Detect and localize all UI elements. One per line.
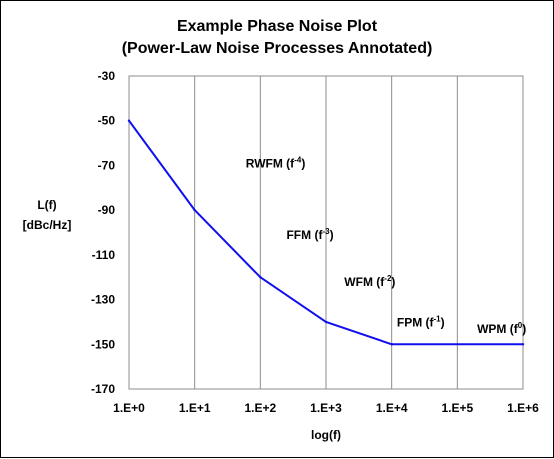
- annotation-tail: ): [522, 322, 526, 336]
- y-tick-labels: -30 -50 -70 -90 -110 -130 -150 -170: [91, 69, 115, 396]
- y-axis-title-line1: L(f): [37, 198, 56, 212]
- y-tick-label: -90: [98, 203, 116, 217]
- x-tick-label: 1.E+2: [244, 401, 276, 415]
- annotation-base: FFM (f: [286, 228, 323, 242]
- data-point: [193, 208, 196, 212]
- annotation-base: WFM (f: [344, 275, 385, 289]
- x-tick-label: 1.E+4: [376, 401, 408, 415]
- annotation-label: FPM (f-1): [397, 314, 445, 329]
- plot-area-border: [128, 75, 524, 390]
- annotation-tail: ): [391, 275, 395, 289]
- chart-title-line2: (Power-Law Noise Processes Annotated): [122, 40, 433, 57]
- y-tick-label: -110: [92, 248, 116, 262]
- annotation-label: FFM (f-3): [286, 227, 333, 242]
- x-axis-title: log(f): [311, 428, 341, 442]
- chart-title-line1: Example Phase Noise Plot: [177, 18, 378, 35]
- x-tick-label: 1.E+1: [179, 401, 211, 415]
- annotation-label: WPM (f0): [477, 321, 526, 336]
- annotation-label: WFM (f-2): [344, 274, 395, 289]
- data-point: [324, 320, 328, 324]
- y-axis-title-line2: [dBc/Hz]: [23, 218, 72, 232]
- annotation-base: RWFM (f: [246, 157, 295, 171]
- annotation-exponent: -4: [294, 156, 302, 165]
- data-point: [390, 343, 393, 346]
- y-tick-label: -50: [98, 114, 116, 128]
- x-tick-labels: 1.E+0 1.E+1 1.E+2 1.E+3 1.E+4 1.E+5 1.E+6: [113, 401, 539, 415]
- annotation-exponent: -3: [322, 227, 330, 236]
- data-point: [521, 343, 525, 346]
- y-tick-label: -70: [98, 158, 116, 172]
- annotation-tail: ): [330, 228, 334, 242]
- x-tick-label: 1.E+6: [507, 401, 539, 415]
- grid-lines: [194, 76, 458, 389]
- annotation-tail: ): [301, 157, 305, 171]
- data-point: [259, 276, 262, 279]
- annotation-base: WPM (f: [477, 322, 519, 336]
- series-layer: [127, 119, 525, 346]
- annotation-tail: ): [441, 315, 445, 329]
- annotation-exponent: -2: [384, 274, 392, 283]
- data-point: [127, 119, 131, 122]
- annotation-label: RWFM (f-4): [246, 156, 306, 171]
- x-tick-label: 1.E+3: [310, 401, 342, 415]
- annotation-base: FPM (f: [397, 315, 435, 329]
- annotation-exponent: 0: [518, 321, 523, 330]
- y-tick-label: -130: [91, 293, 115, 307]
- series-line-0: [128, 119, 524, 346]
- x-tick-label: 1.E+5: [441, 401, 473, 415]
- annotations: RWFM (f-4)FFM (f-3)WFM (f-2)FPM (f-1) WPM…: [246, 156, 526, 336]
- y-tick-label: -150: [91, 337, 115, 351]
- x-tick-label: 1.E+0: [113, 401, 145, 415]
- y-tick-label: -170: [91, 382, 115, 396]
- annotation-exponent: -1: [434, 314, 442, 323]
- y-tick-label: -30: [98, 69, 116, 83]
